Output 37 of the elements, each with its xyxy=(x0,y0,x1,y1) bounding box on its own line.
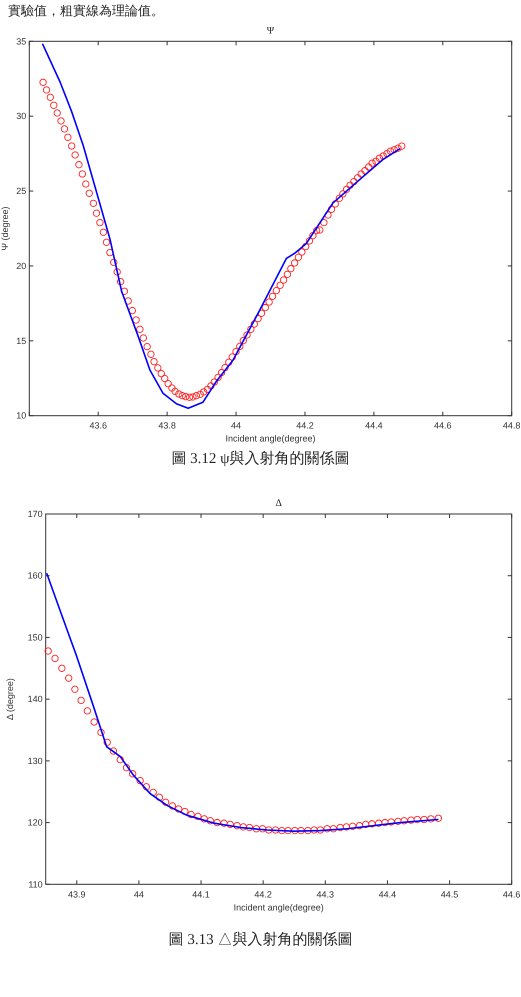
y-tick-label: 130 xyxy=(28,756,43,766)
x-axis-title: Incident angle(degree) xyxy=(225,434,316,444)
y-tick-label: 120 xyxy=(28,818,43,828)
x-tick-label: 44.1 xyxy=(192,889,210,900)
caption: 圖 3.13 △與入射角的關係圖 xyxy=(168,931,352,948)
y-tick-label: 170 xyxy=(28,509,43,519)
y-tick-label: 25 xyxy=(16,186,26,196)
y-tick-label: 35 xyxy=(16,36,26,46)
y-tick-label: 20 xyxy=(16,260,26,271)
x-tick-label: 43.9 xyxy=(68,889,86,900)
y-tick-label: 140 xyxy=(28,694,43,704)
text: 實驗值，粗實線為理論值。 xyxy=(8,3,164,18)
y-tick-label: 150 xyxy=(28,632,43,642)
x-tick-label: 44.2 xyxy=(296,420,314,431)
y-tick-label: 30 xyxy=(16,111,26,122)
y-tick-label: 110 xyxy=(28,879,43,890)
chart-title: Δ xyxy=(275,498,282,509)
x-tick-label: 43.6 xyxy=(89,420,107,431)
y-tick-label: 10 xyxy=(16,410,26,421)
x-tick-label: 44.6 xyxy=(434,420,452,431)
x-tick-label: 44.5 xyxy=(440,889,458,900)
y-tick-label: 160 xyxy=(28,570,43,581)
x-tick-label: 44.6 xyxy=(502,889,520,900)
y-tick-label: 15 xyxy=(16,336,26,346)
x-tick-label: 44.4 xyxy=(365,420,383,431)
caption: 圖 3.12 ψ與入射角的關係圖 xyxy=(171,450,350,467)
x-axis-title: Incident angle(degree) xyxy=(234,902,324,912)
chart-title: Ψ xyxy=(266,25,275,36)
x-tick-label: 44.3 xyxy=(316,889,334,900)
x-tick-label: 44 xyxy=(134,889,144,900)
x-tick-label: 44.8 xyxy=(502,420,520,431)
y-axis-title: Ψ (degree) xyxy=(0,206,10,251)
x-tick-label: 44.4 xyxy=(378,889,396,900)
x-tick-label: 44 xyxy=(231,420,242,431)
y-axis-title: Δ (degree) xyxy=(5,678,15,720)
x-tick-label: 43.8 xyxy=(158,420,176,431)
x-tick-label: 44.2 xyxy=(254,889,272,900)
